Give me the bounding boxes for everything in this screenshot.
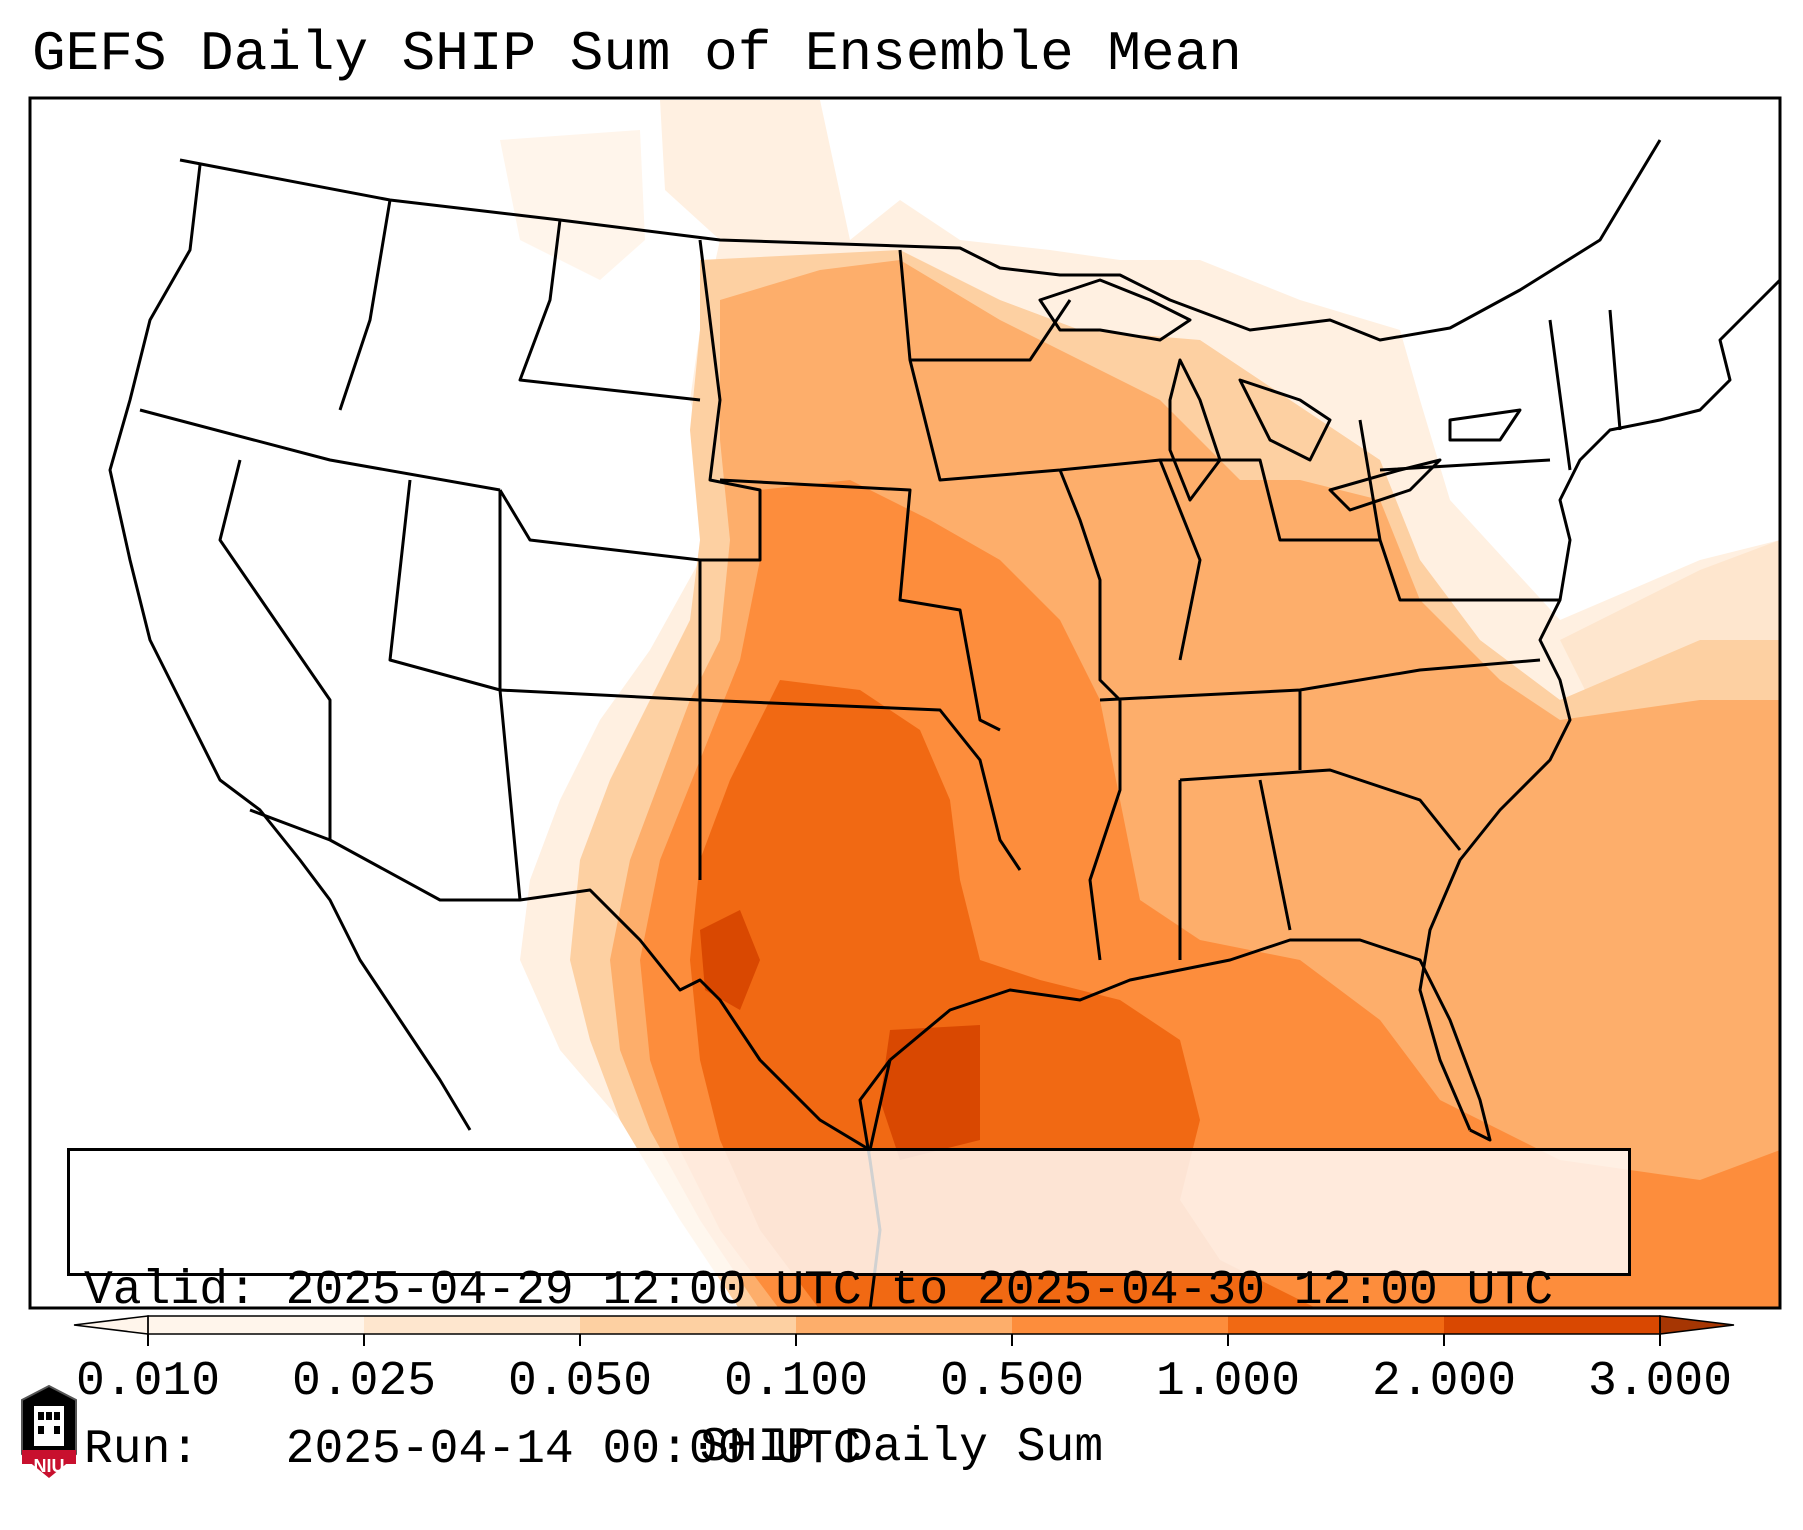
colorbar-segment <box>580 1316 797 1334</box>
valid-time-range: 2025-04-29 12:00 UTC to 2025-04-30 12:00… <box>285 1264 1554 1318</box>
colorbar-segment <box>1444 1316 1661 1334</box>
colorbar-tick-label: 0.500 <box>939 1355 1085 1409</box>
colorbar-extend-high <box>1659 1315 1735 1335</box>
colorbar-tick-label: 1.000 <box>1155 1355 1301 1409</box>
shade-fringe-north <box>500 130 645 280</box>
great-lakes <box>1038 278 1522 512</box>
colorbar-tick-label: 3.000 <box>1587 1355 1733 1409</box>
west-coast <box>108 164 472 1131</box>
colorbar-segment <box>148 1316 365 1334</box>
state-lines <box>139 199 1622 961</box>
colorbar-tick-label: 0.025 <box>291 1355 437 1409</box>
colorbar <box>73 1315 1735 1346</box>
colorbar-segment <box>796 1316 1013 1334</box>
us-canada-border <box>179 139 1662 342</box>
colorbar-label: SHIP Daily Sum <box>699 1421 1104 1475</box>
run-label: Run: <box>84 1423 200 1477</box>
valid-label: Valid: <box>84 1264 257 1318</box>
colorbar-segment <box>1012 1316 1229 1334</box>
colorbar-segment <box>364 1316 581 1334</box>
ship-shading <box>495 100 1780 1308</box>
map-title: GEFS Daily SHIP Sum of Ensemble Mean <box>32 22 1242 86</box>
colorbar-tick-label: 2.000 <box>1371 1355 1517 1409</box>
colorbar-segment <box>1228 1316 1445 1334</box>
niu-logo: NIU <box>20 1384 78 1480</box>
logo-text: NIU <box>33 1456 65 1476</box>
valid-row: Valid: 2025-04-29 12:00 UTC to 2025-04-3… <box>84 1265 1614 1318</box>
colorbar-tick-label: 0.100 <box>723 1355 869 1409</box>
shade-2000-gulf <box>880 1025 980 1160</box>
colorbar-tick-label: 0.010 <box>75 1355 221 1409</box>
validity-info-box: Valid: 2025-04-29 12:00 UTC to 2025-04-3… <box>67 1148 1631 1477</box>
shade-2000-west-texas <box>700 910 760 1010</box>
run-row: Run: 2025-04-14 00:00 UTC <box>84 1424 1614 1477</box>
niu-logo-icon <box>21 1384 77 1478</box>
colorbar-tick-label: 0.050 <box>507 1355 653 1409</box>
colorbar-outline <box>147 1315 1661 1335</box>
us-mexico-border <box>249 808 892 1152</box>
run-time: 2025-04-14 00:00 UTC <box>285 1423 862 1477</box>
map-frame <box>28 96 1782 1310</box>
